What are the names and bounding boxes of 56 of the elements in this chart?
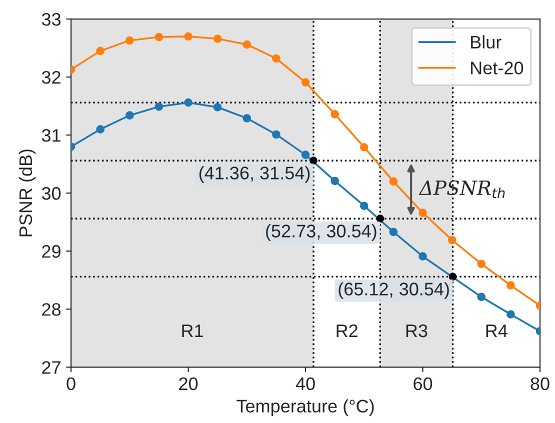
point (213, 103, 222, 112)
point (477, 260, 486, 268)
point (360, 143, 368, 152)
point (389, 228, 398, 236)
x-tick-label: 80 (530, 377, 550, 390)
y-tick-label: 31 (42, 129, 60, 142)
point (418, 208, 427, 217)
point (154, 32, 164, 42)
x-tick-label: 0 (66, 377, 76, 390)
annotation: R3 (406, 324, 428, 338)
annotation: R2 (336, 324, 358, 338)
y-tick-label: 28 (42, 303, 61, 316)
point (242, 114, 252, 122)
point (272, 54, 280, 63)
y-tick-label: 27 (42, 361, 60, 374)
point (389, 177, 398, 186)
point (301, 78, 310, 86)
point (360, 202, 368, 210)
point (184, 98, 192, 107)
point (330, 110, 340, 118)
point (506, 310, 515, 319)
x-tick-label: 40 (296, 377, 315, 390)
legend-label: Net-20 (471, 62, 524, 74)
point (96, 125, 105, 134)
y-tick-label: 29 (42, 245, 60, 258)
x-tick-label: 60 (414, 377, 432, 390)
point (184, 32, 192, 41)
point (448, 272, 457, 281)
y-tick-label: 30 (42, 187, 61, 200)
point (125, 36, 134, 45)
annotation: (41.36, 31.54) (199, 166, 310, 183)
legend-label: Blur (471, 35, 502, 49)
point (310, 156, 318, 165)
point (154, 102, 164, 111)
point (376, 214, 384, 223)
x-axis-title: Temperature (°C) (236, 399, 374, 416)
annotation: ΔPSNR$_{th}$ (418, 180, 505, 198)
point (96, 46, 105, 56)
y-tick-label: 32 (42, 70, 60, 84)
point (213, 34, 222, 43)
x-tick-label: 20 (179, 377, 198, 390)
point (418, 252, 427, 261)
point (506, 281, 515, 290)
point (330, 176, 340, 186)
point (477, 292, 486, 302)
annotation: (65.12, 30.54) (338, 282, 449, 300)
y-tick-label: 33 (42, 12, 61, 26)
point (272, 130, 280, 139)
annotation: R1 (182, 324, 203, 338)
annotation: (52.73, 30.54) (266, 224, 376, 242)
point (301, 150, 310, 159)
point (125, 111, 134, 120)
y-axis-title: PSNR (dB) (18, 150, 36, 236)
point (448, 236, 456, 244)
point (242, 40, 252, 49)
annotation: R4 (486, 324, 508, 338)
